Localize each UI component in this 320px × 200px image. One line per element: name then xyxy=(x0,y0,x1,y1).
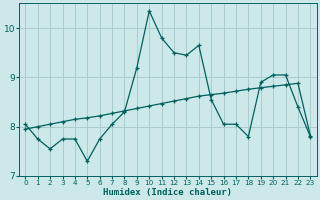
X-axis label: Humidex (Indice chaleur): Humidex (Indice chaleur) xyxy=(103,188,232,197)
